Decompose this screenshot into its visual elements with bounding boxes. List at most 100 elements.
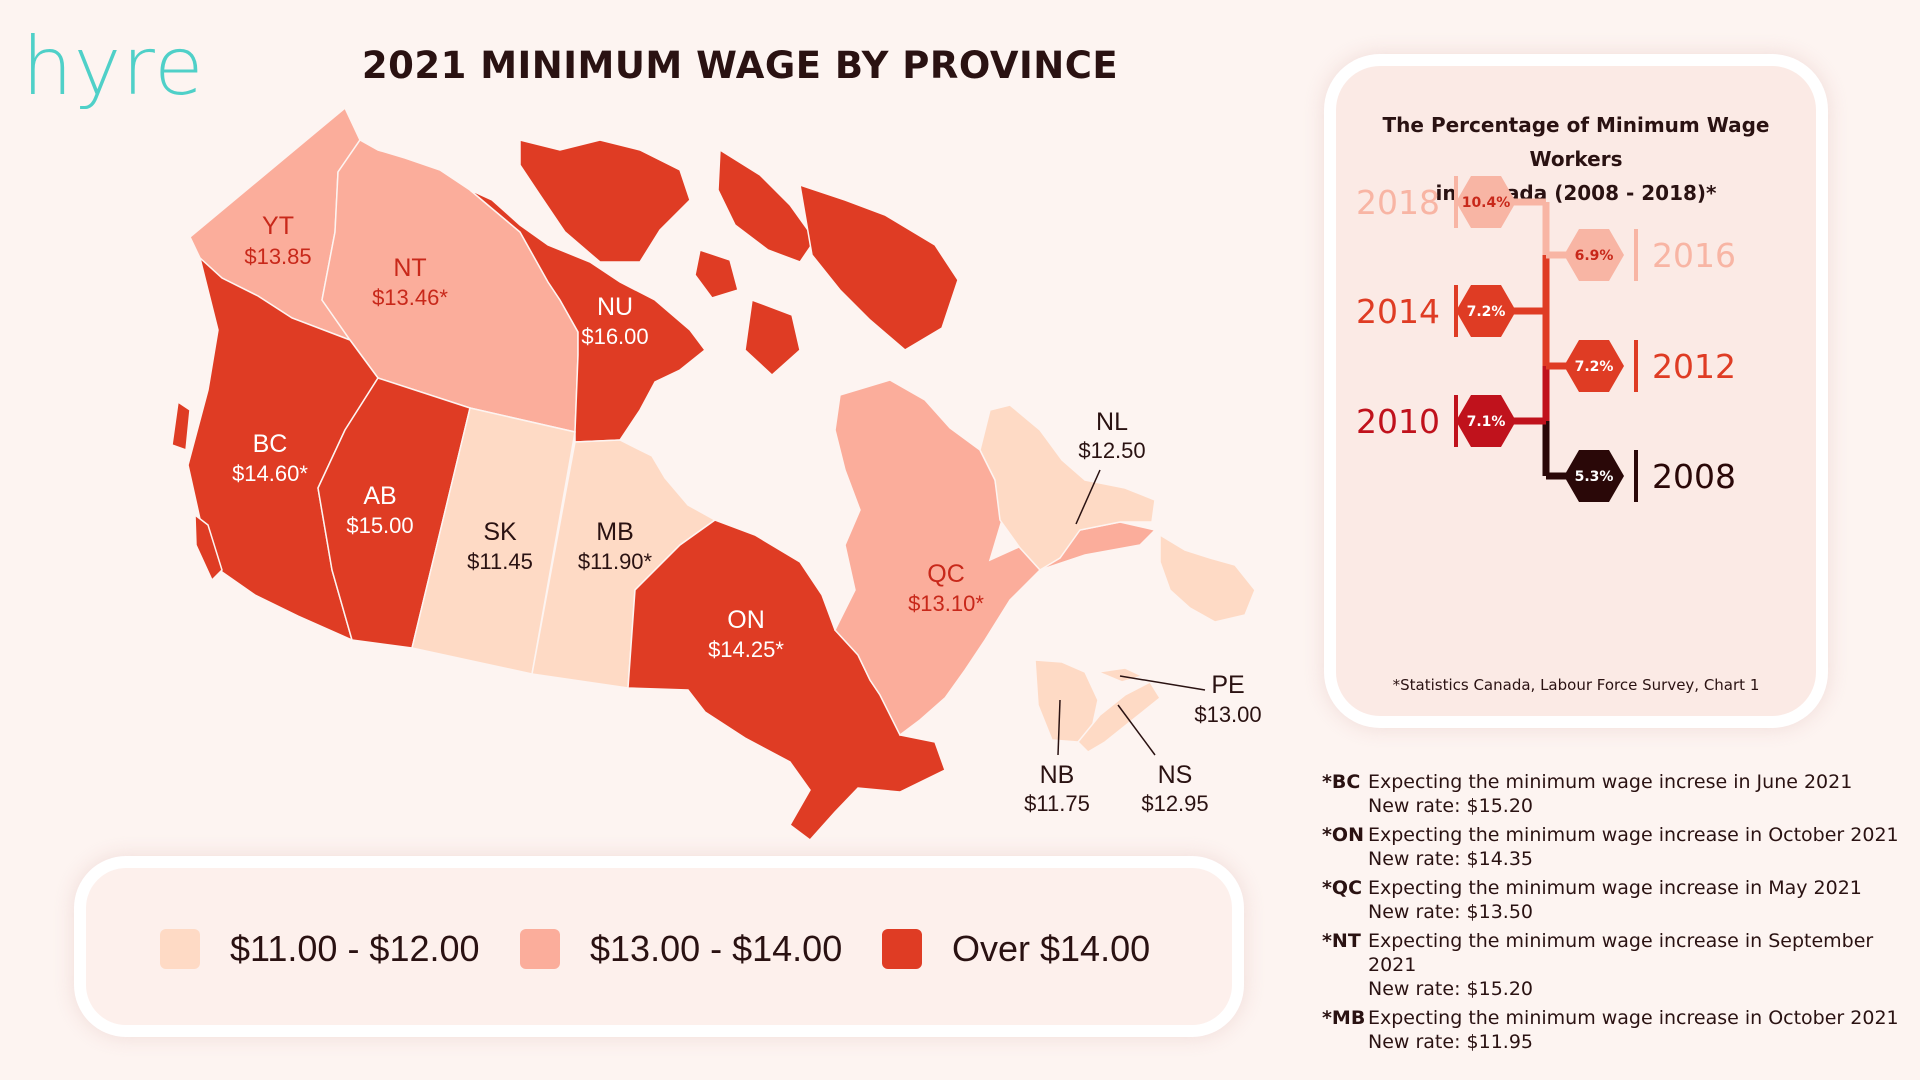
timeline-value-label: 7.2% xyxy=(1575,359,1614,375)
timeline-year-label: 2010 xyxy=(1356,402,1440,441)
province-wage: $14.60* xyxy=(232,461,308,486)
legend-item-mid: $13.00 - $14.00 xyxy=(520,928,842,970)
province-code: NS xyxy=(1158,761,1193,789)
province-shape-nl xyxy=(979,404,1156,571)
timeline-year-label: 2012 xyxy=(1652,347,1736,386)
province-code: NU xyxy=(597,293,633,321)
province-wage: $12.95 xyxy=(1141,791,1208,816)
label-yt: YT $13.85 xyxy=(244,212,311,269)
pe-leader-line xyxy=(1119,675,1206,691)
province-wage: $14.25* xyxy=(708,637,784,662)
footnote-key: *BC xyxy=(1322,771,1361,793)
province-shape-nu xyxy=(469,189,707,443)
footnote: *NT Expecting the minimum wage increase … xyxy=(1316,929,1916,1001)
canada-map: YT $13.85 NT $13.46* NU $16.00 BC $14.60… xyxy=(171,106,1262,842)
footnote-line1: Expecting the minimum wage increase in O… xyxy=(1368,1007,1899,1029)
label-bc: BC $14.60* xyxy=(232,430,308,486)
province-shape-nu xyxy=(519,139,691,263)
footnote-line2: New rate: $13.50 xyxy=(1368,901,1533,923)
province-wage: $16.00 xyxy=(581,324,648,349)
timeline-year-label: 2016 xyxy=(1652,236,1736,275)
ns-leader-line xyxy=(1117,704,1156,756)
province-shape-nu xyxy=(694,249,739,299)
label-pe: PE $13.00 xyxy=(1194,671,1261,727)
province-code: MB xyxy=(596,518,634,546)
footnote-key: *MB xyxy=(1322,1007,1366,1029)
label-ns: NS $12.95 xyxy=(1141,761,1208,816)
legend-item-low: $11.00 - $12.00 xyxy=(160,928,480,970)
timeline-value-label: 7.2% xyxy=(1467,304,1506,320)
legend-item-high: Over $14.00 xyxy=(882,928,1150,970)
province-code: AB xyxy=(363,482,396,510)
legend: $11.00 - $12.00 $13.00 - $14.00 Over $14… xyxy=(86,868,1232,1025)
province-code: NL xyxy=(1096,408,1128,436)
footnote-line2: New rate: $15.20 xyxy=(1368,795,1533,817)
province-wage: $12.50 xyxy=(1078,438,1145,463)
nb-leader-line xyxy=(1057,699,1061,756)
province-shape-pe xyxy=(1095,667,1145,683)
province-code: BC xyxy=(253,430,288,458)
timeline-year-label: 2018 xyxy=(1356,183,1440,222)
timeline-hexagon xyxy=(1564,450,1624,502)
province-shape-nl xyxy=(1159,533,1256,623)
nl-leader-line xyxy=(1075,469,1101,525)
timeline-year-label: 2008 xyxy=(1652,457,1736,496)
footnote-line1: Expecting the minimum wage increse in Ju… xyxy=(1368,771,1853,793)
province-shape-bc xyxy=(194,513,223,582)
footnote-line2: New rate: $11.95 xyxy=(1368,1031,1533,1053)
province-wage: $13.46* xyxy=(372,285,448,310)
footnote-line1: Expecting the minimum wage increase in M… xyxy=(1368,877,1862,899)
province-shape-nu xyxy=(799,183,959,351)
province-code: ON xyxy=(727,606,765,634)
timeline-hexagon xyxy=(1456,285,1516,337)
province-code: NT xyxy=(393,254,426,282)
hyre-logo: hyre xyxy=(22,20,205,113)
province-wage: $11.45 xyxy=(467,549,533,574)
timeline-hexagon xyxy=(1456,395,1516,447)
label-nb: NB $11.75 xyxy=(1024,761,1090,816)
footnotes: *BC Expecting the minimum wage increse i… xyxy=(1316,770,1916,1059)
legend-swatch-high xyxy=(882,929,922,969)
province-shape-bc xyxy=(171,400,191,452)
legend-label: Over $14.00 xyxy=(952,928,1151,969)
footnote: *MB Expecting the minimum wage increase … xyxy=(1316,1006,1916,1054)
timeline-value-label: 6.9% xyxy=(1575,248,1614,264)
province-wage: $11.75 xyxy=(1024,791,1090,816)
footnote: *BC Expecting the minimum wage increse i… xyxy=(1316,770,1916,818)
timeline-hexagon xyxy=(1456,176,1516,228)
province-shape-nu xyxy=(744,298,801,377)
footnote-key: *NT xyxy=(1322,930,1361,952)
province-shape-ns xyxy=(1076,681,1161,753)
province-wage: $11.90* xyxy=(578,549,653,574)
timeline-year-label: 2014 xyxy=(1356,292,1440,331)
label-nu: NU $16.00 xyxy=(581,293,648,349)
footnote: *QC Expecting the minimum wage increase … xyxy=(1316,876,1916,924)
province-wage: $13.10* xyxy=(908,591,984,616)
province-code: PE xyxy=(1211,671,1244,699)
timeline-value-label: 7.1% xyxy=(1467,414,1506,430)
label-nt: NT $13.46* xyxy=(372,254,448,310)
province-code: YT xyxy=(262,212,294,240)
province-wage: $13.85 xyxy=(244,244,311,269)
province-code: QC xyxy=(927,560,965,588)
legend-label: $11.00 - $12.00 xyxy=(230,928,480,969)
timeline-source-note: *Statistics Canada, Labour Force Survey,… xyxy=(1392,676,1760,694)
footnote: *ON Expecting the minimum wage increase … xyxy=(1316,823,1916,871)
footnote-line1: Expecting the minimum wage increase in O… xyxy=(1368,824,1899,846)
label-mb: MB $11.90* xyxy=(578,518,653,574)
footnote-line1: Expecting the minimum wage increase in S… xyxy=(1368,930,1874,976)
label-ab: AB $15.00 xyxy=(346,482,413,538)
legend-label: $13.00 - $14.00 xyxy=(590,928,843,969)
province-code: NB xyxy=(1040,761,1075,789)
province-code: SK xyxy=(483,518,517,546)
province-shape-nu xyxy=(717,148,816,263)
label-sk: SK $11.45 xyxy=(467,518,533,574)
legend-swatch-low xyxy=(160,929,200,969)
label-on: ON $14.25* xyxy=(708,606,784,662)
label-nl: NL $12.50 xyxy=(1078,408,1145,463)
timeline-chart: 10.4% 2018 6.9% 2016 7.2% 2014 7.2% 2012 7.1% 201… xyxy=(1356,176,1736,502)
timeline-hexagon xyxy=(1564,229,1624,281)
timeline-value-label: 10.4% xyxy=(1462,195,1511,211)
footnote-key: *ON xyxy=(1322,824,1364,846)
province-wage: $15.00 xyxy=(346,513,413,538)
